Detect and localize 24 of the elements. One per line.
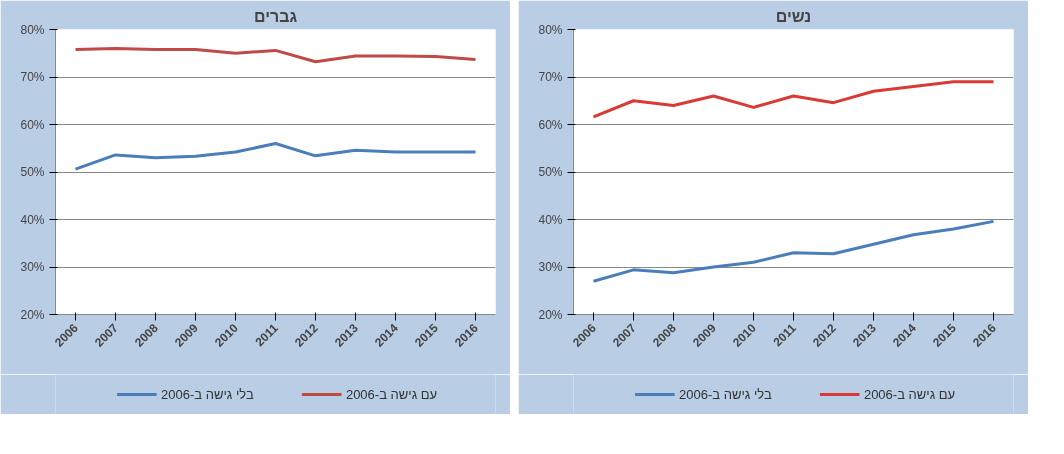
- y-tick-label: 30%: [538, 260, 563, 274]
- legend-label: בלי גישה ב-2006: [161, 387, 254, 402]
- y-tick-label: 20%: [538, 307, 563, 322]
- legend-label: עם גישה ב-2006: [345, 387, 438, 402]
- y-tick-label: 60%: [20, 117, 45, 132]
- line-series: [592, 219, 995, 283]
- legend-label: בלי גישה ב-2006: [679, 387, 772, 402]
- y-tick-label: 70%: [20, 70, 45, 84]
- y-tick-label: 80%: [20, 22, 45, 37]
- line-series: [592, 80, 995, 119]
- legend-label: עם גישה ב-2006: [863, 387, 956, 402]
- y-tick-label: 40%: [538, 212, 563, 227]
- line-series: [74, 47, 477, 64]
- chart-title: גברים: [253, 7, 298, 25]
- line-series: [74, 142, 477, 171]
- y-tick-label: 30%: [20, 260, 45, 274]
- y-tick-label: 80%: [538, 22, 563, 37]
- y-tick-label: 40%: [20, 212, 45, 227]
- y-tick-label: 60%: [538, 117, 563, 132]
- y-tick-label: 50%: [20, 165, 45, 179]
- y-tick-label: 70%: [538, 70, 563, 84]
- y-tick-label: 50%: [538, 165, 563, 179]
- y-tick-label: 20%: [20, 307, 45, 322]
- chart-title: נשים: [775, 7, 812, 25]
